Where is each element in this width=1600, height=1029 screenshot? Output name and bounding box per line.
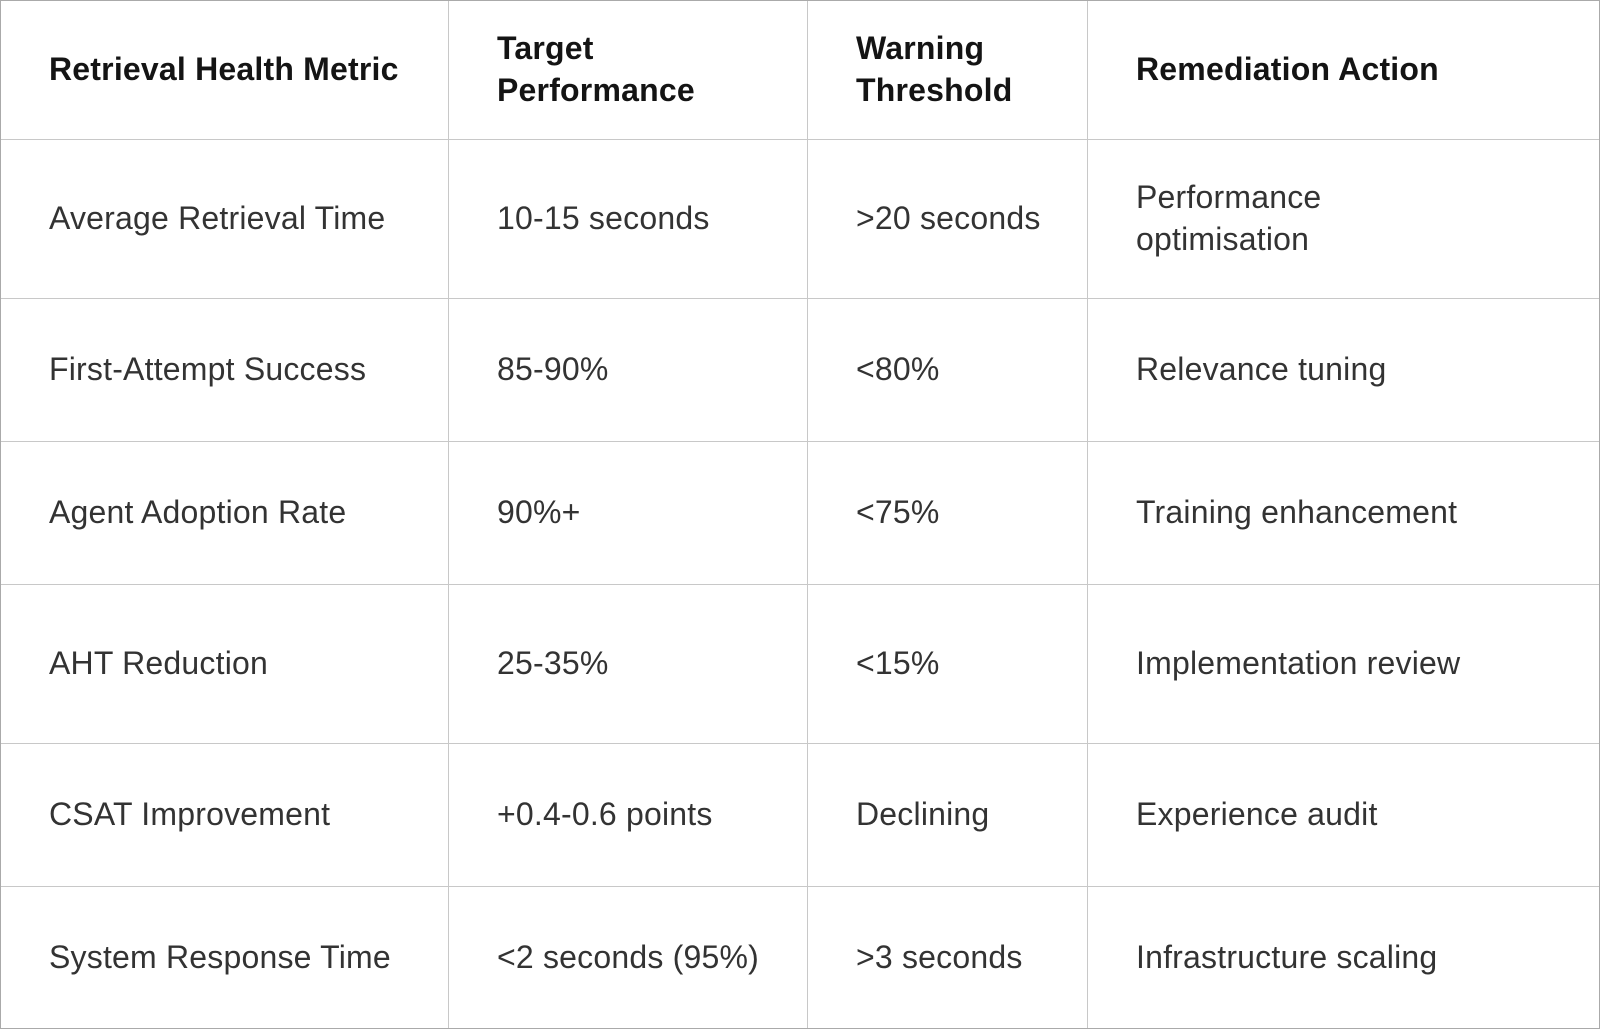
warning-value: <75% xyxy=(856,494,940,531)
target-value: 10-15 seconds xyxy=(497,200,710,237)
table-row-2-metric: First-Attempt Success xyxy=(1,299,449,442)
table-row-1-remediation: Performance optimisation xyxy=(1088,140,1599,299)
table-row-5-warning: Declining xyxy=(808,744,1088,887)
column-header-metric: Retrieval Health Metric xyxy=(1,1,449,140)
table-row-3-remediation: Training enhancement xyxy=(1088,442,1599,585)
table-row-1-warning: >20 seconds xyxy=(808,140,1088,299)
table-row-2-remediation: Relevance tuning xyxy=(1088,299,1599,442)
metric-value: First-Attempt Success xyxy=(49,351,367,388)
column-header-warning: Warning Threshold xyxy=(808,1,1088,140)
warning-value: >3 seconds xyxy=(856,938,1023,975)
target-value: <2 seconds (95%) xyxy=(497,938,760,975)
warning-value: Declining xyxy=(856,796,990,833)
column-header-metric-label: Retrieval Health Metric xyxy=(49,51,399,88)
warning-value: <15% xyxy=(856,645,940,682)
metric-value: System Response Time xyxy=(49,938,391,975)
metric-value: AHT Reduction xyxy=(49,645,269,682)
metric-value: CSAT Improvement xyxy=(49,796,331,833)
table-row-4-target: 25-35% xyxy=(449,585,808,744)
target-value: 85-90% xyxy=(497,351,609,388)
remediation-value: Implementation review xyxy=(1136,645,1461,682)
column-header-target: Target Performance xyxy=(449,1,808,140)
metric-value: Average Retrieval Time xyxy=(49,200,386,237)
target-value: 25-35% xyxy=(497,645,609,682)
table-row-4-metric: AHT Reduction xyxy=(1,585,449,744)
remediation-value: Infrastructure scaling xyxy=(1136,938,1438,975)
table-row-4-warning: <15% xyxy=(808,585,1088,744)
table-row-3-target: 90%+ xyxy=(449,442,808,585)
table-row-5-metric: CSAT Improvement xyxy=(1,744,449,887)
table-row-3-warning: <75% xyxy=(808,442,1088,585)
table-row-1-target: 10-15 seconds xyxy=(449,140,808,299)
remediation-value: Performance optimisation xyxy=(1136,179,1322,257)
table-row-6-warning: >3 seconds xyxy=(808,887,1088,1028)
warning-value: >20 seconds xyxy=(856,200,1041,237)
column-header-remediation: Remediation Action xyxy=(1088,1,1599,140)
table-row-5-target: +0.4-0.6 points xyxy=(449,744,808,887)
table-row-5-remediation: Experience audit xyxy=(1088,744,1599,887)
metric-value: Agent Adoption Rate xyxy=(49,494,347,531)
table-row-6-remediation: Infrastructure scaling xyxy=(1088,887,1599,1028)
table-row-6-target: <2 seconds (95%) xyxy=(449,887,808,1028)
table-row-4-remediation: Implementation review xyxy=(1088,585,1599,744)
warning-value: <80% xyxy=(856,351,940,388)
column-header-warning-label: Warning Threshold xyxy=(856,30,1013,108)
table-row-2-target: 85-90% xyxy=(449,299,808,442)
target-value: 90%+ xyxy=(497,494,581,531)
target-value: +0.4-0.6 points xyxy=(497,796,713,833)
table-row-6-metric: System Response Time xyxy=(1,887,449,1028)
remediation-value: Training enhancement xyxy=(1136,494,1458,531)
table-row-3-metric: Agent Adoption Rate xyxy=(1,442,449,585)
remediation-value: Experience audit xyxy=(1136,796,1378,833)
remediation-value: Relevance tuning xyxy=(1136,351,1387,388)
table-row-2-warning: <80% xyxy=(808,299,1088,442)
column-header-target-label: Target Performance xyxy=(497,30,695,108)
column-header-remediation-label: Remediation Action xyxy=(1136,51,1439,88)
table-row-1-metric: Average Retrieval Time xyxy=(1,140,449,299)
